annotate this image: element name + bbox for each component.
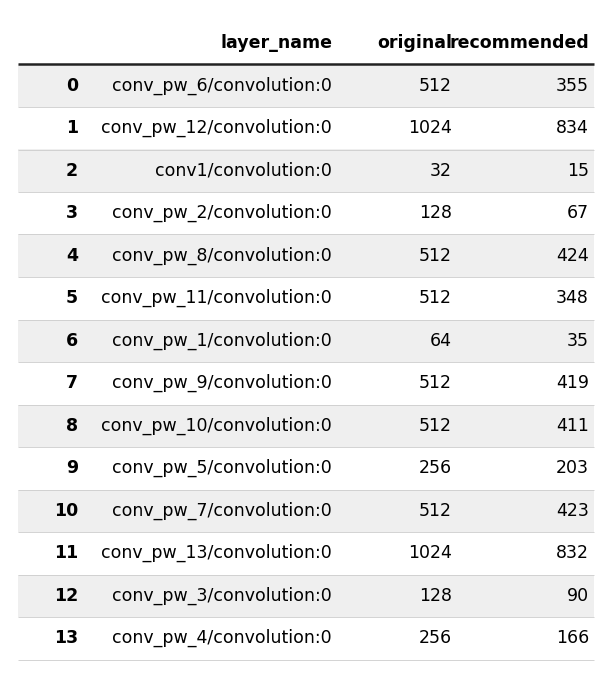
Text: 1: 1 <box>66 119 78 137</box>
Text: 2: 2 <box>66 161 78 180</box>
Text: 512: 512 <box>419 374 452 392</box>
Bar <box>18 277 594 319</box>
Bar <box>18 362 594 404</box>
Bar <box>18 235 594 277</box>
Text: conv_pw_5/convolution:0: conv_pw_5/convolution:0 <box>112 459 332 477</box>
Text: 32: 32 <box>430 161 452 180</box>
Text: original: original <box>377 34 452 52</box>
Text: 411: 411 <box>556 417 589 435</box>
Text: 512: 512 <box>419 247 452 265</box>
Text: 419: 419 <box>556 374 589 392</box>
Bar <box>18 192 594 235</box>
Text: 90: 90 <box>567 586 589 604</box>
Bar <box>18 150 594 192</box>
Text: 10: 10 <box>54 502 78 520</box>
Text: 832: 832 <box>556 544 589 562</box>
Text: 11: 11 <box>54 544 78 562</box>
Bar <box>18 532 594 575</box>
Text: 1024: 1024 <box>408 544 452 562</box>
Text: 256: 256 <box>419 460 452 477</box>
Text: conv_pw_11/convolution:0: conv_pw_11/convolution:0 <box>101 289 332 307</box>
Text: conv1/convolution:0: conv1/convolution:0 <box>155 161 332 180</box>
Bar <box>18 617 594 660</box>
Text: 64: 64 <box>430 332 452 350</box>
Text: 12: 12 <box>54 586 78 604</box>
Text: 128: 128 <box>419 204 452 222</box>
Bar <box>18 319 594 362</box>
Text: 166: 166 <box>556 629 589 647</box>
Text: conv_pw_8/convolution:0: conv_pw_8/convolution:0 <box>112 246 332 265</box>
Text: conv_pw_1/convolution:0: conv_pw_1/convolution:0 <box>112 332 332 350</box>
Text: 4: 4 <box>66 247 78 265</box>
Text: 6: 6 <box>66 332 78 350</box>
Bar <box>18 64 594 107</box>
Text: conv_pw_10/convolution:0: conv_pw_10/convolution:0 <box>101 417 332 435</box>
Bar <box>18 447 594 489</box>
Text: 13: 13 <box>54 629 78 647</box>
Text: 348: 348 <box>556 289 589 307</box>
Text: 1024: 1024 <box>408 119 452 137</box>
Text: 8: 8 <box>66 417 78 435</box>
Text: 5: 5 <box>66 289 78 307</box>
Text: 3: 3 <box>66 204 78 222</box>
Text: layer_name: layer_name <box>220 34 332 52</box>
Text: conv_pw_6/convolution:0: conv_pw_6/convolution:0 <box>112 77 332 95</box>
Text: 424: 424 <box>556 247 589 265</box>
Text: 203: 203 <box>556 460 589 477</box>
Bar <box>18 107 594 150</box>
Bar <box>18 404 594 447</box>
Text: 7: 7 <box>66 374 78 392</box>
Text: 0: 0 <box>66 77 78 95</box>
Text: 512: 512 <box>419 77 452 95</box>
Text: 512: 512 <box>419 502 452 520</box>
Text: 834: 834 <box>556 119 589 137</box>
Text: conv_pw_4/convolution:0: conv_pw_4/convolution:0 <box>113 629 332 647</box>
Bar <box>18 489 594 532</box>
Text: 128: 128 <box>419 586 452 604</box>
Text: recommended: recommended <box>449 34 589 52</box>
Text: 15: 15 <box>567 161 589 180</box>
Text: 355: 355 <box>556 77 589 95</box>
Text: 256: 256 <box>419 629 452 647</box>
Bar <box>18 575 594 617</box>
Text: conv_pw_2/convolution:0: conv_pw_2/convolution:0 <box>112 204 332 222</box>
Text: conv_pw_9/convolution:0: conv_pw_9/convolution:0 <box>112 374 332 393</box>
Text: 423: 423 <box>556 502 589 520</box>
Text: 512: 512 <box>419 417 452 435</box>
Text: conv_pw_3/convolution:0: conv_pw_3/convolution:0 <box>112 586 332 605</box>
Text: conv_pw_13/convolution:0: conv_pw_13/convolution:0 <box>101 544 332 562</box>
Text: 9: 9 <box>66 460 78 477</box>
Text: 67: 67 <box>567 204 589 222</box>
Text: conv_pw_12/convolution:0: conv_pw_12/convolution:0 <box>101 119 332 137</box>
Text: 35: 35 <box>567 332 589 350</box>
Text: conv_pw_7/convolution:0: conv_pw_7/convolution:0 <box>112 502 332 520</box>
Text: 512: 512 <box>419 289 452 307</box>
